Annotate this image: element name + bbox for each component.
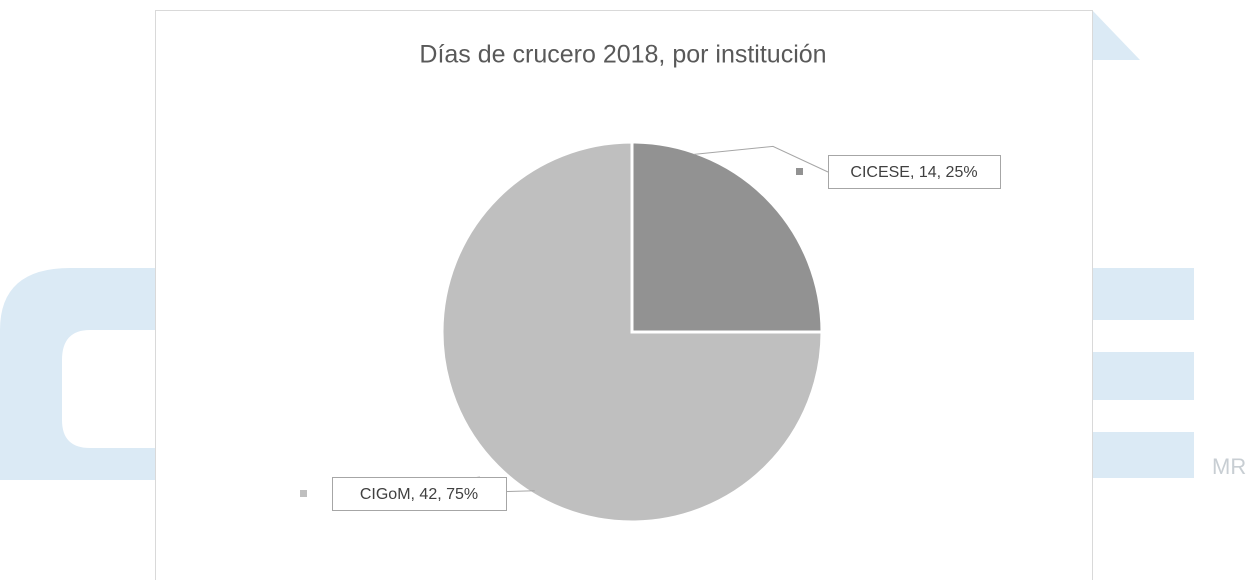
watermark-bar — [1092, 352, 1194, 400]
pie-slice — [630, 140, 824, 334]
legend-key — [300, 490, 307, 497]
watermark-bar — [1092, 432, 1194, 478]
watermark-corner — [1092, 10, 1140, 60]
leader-line — [693, 145, 829, 173]
data-label-box — [332, 477, 507, 511]
watermark-bar — [1092, 268, 1194, 320]
pie-slice — [440, 140, 824, 524]
legend-key — [796, 168, 803, 175]
data-label: CICESE, 14, 25% — [850, 164, 977, 181]
watermark-c — [0, 268, 155, 480]
watermark-text: MR — [1212, 454, 1246, 479]
data-label-box — [828, 155, 1001, 189]
chart-title: Días de crucero 2018, por institución — [419, 41, 826, 69]
watermark — [0, 10, 1194, 480]
data-label: CIGoM, 42, 75% — [360, 486, 478, 503]
